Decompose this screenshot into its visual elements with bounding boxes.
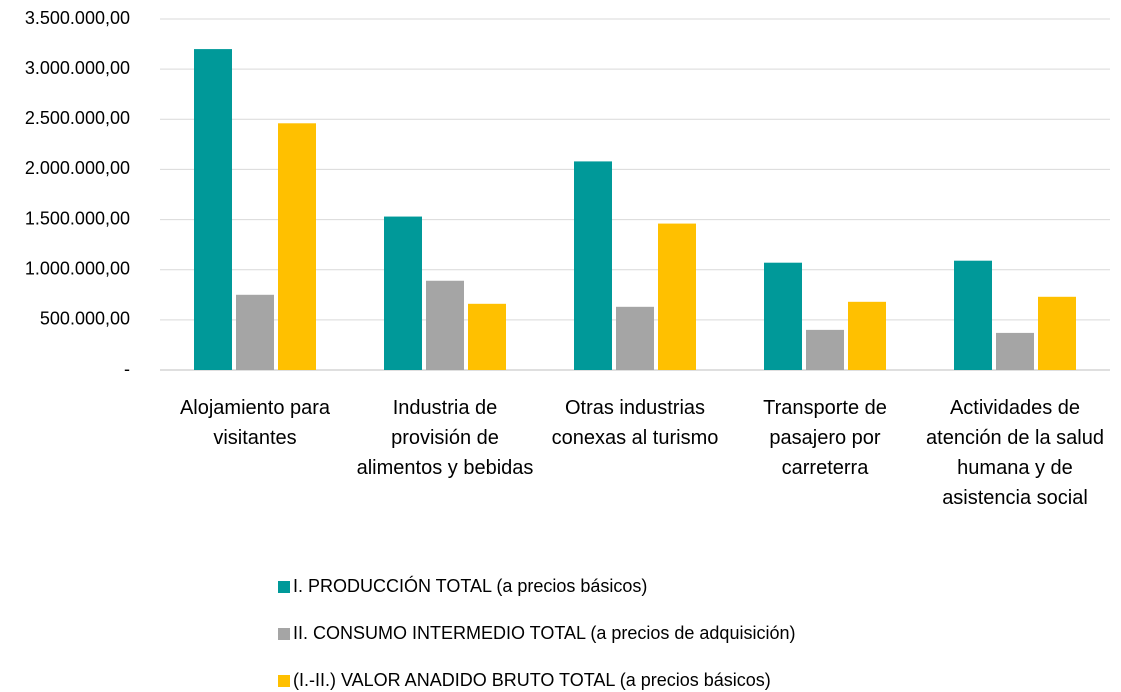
legend-swatch — [278, 675, 290, 687]
y-tick-label: 1.500.000,00 — [25, 208, 130, 228]
bar — [278, 123, 316, 370]
x-tick-label: Alojamiento para visitantes — [179, 397, 331, 449]
bar — [1038, 296, 1076, 370]
bar — [616, 306, 654, 370]
bar — [574, 161, 612, 370]
legend-label: I. PRODUCCIÓN TOTAL (a precios básicos) — [293, 576, 648, 596]
bar — [996, 332, 1034, 370]
x-tick-label: Actividades de atención de la salud huma… — [926, 397, 1104, 509]
bar — [954, 260, 992, 370]
legend-item: II. CONSUMO INTERMEDIO TOTAL (a precios … — [278, 623, 795, 644]
legend-item: I. PRODUCCIÓN TOTAL (a precios básicos) — [278, 576, 647, 597]
x-tick-label: Otras industrias conexas al turismo — [551, 397, 719, 449]
y-tick-label: 1.000.000,00 — [25, 258, 130, 278]
bar — [658, 223, 696, 370]
y-tick-label: 2.000.000,00 — [25, 158, 130, 178]
bar — [426, 280, 464, 370]
x-tick-label: Transporte de pasajero por carreterra — [763, 397, 887, 479]
bar — [468, 303, 506, 370]
x-tick-label: Industria de provisión de alimentos y be… — [356, 397, 534, 479]
bar — [764, 262, 802, 370]
y-tick-label: 2.500.000,00 — [25, 108, 130, 128]
bar — [384, 216, 422, 370]
bar — [848, 301, 886, 370]
legend-label: II. CONSUMO INTERMEDIO TOTAL (a precios … — [293, 623, 796, 643]
bar — [194, 49, 232, 370]
y-tick-label: - — [124, 359, 130, 379]
y-tick-label: 500.000,00 — [40, 309, 130, 329]
bar — [806, 329, 844, 370]
legend-item: (I.-II.) VALOR ANADIDO BRUTO TOTAL (a pr… — [278, 670, 771, 691]
legend-label: (I.-II.) VALOR ANADIDO BRUTO TOTAL (a pr… — [293, 670, 771, 690]
bar — [236, 294, 274, 370]
y-tick-label: 3.000.000,00 — [25, 58, 130, 78]
legend-swatch — [278, 628, 290, 640]
legend-swatch — [278, 581, 290, 593]
y-tick-label: 3.500.000,00 — [25, 8, 130, 28]
